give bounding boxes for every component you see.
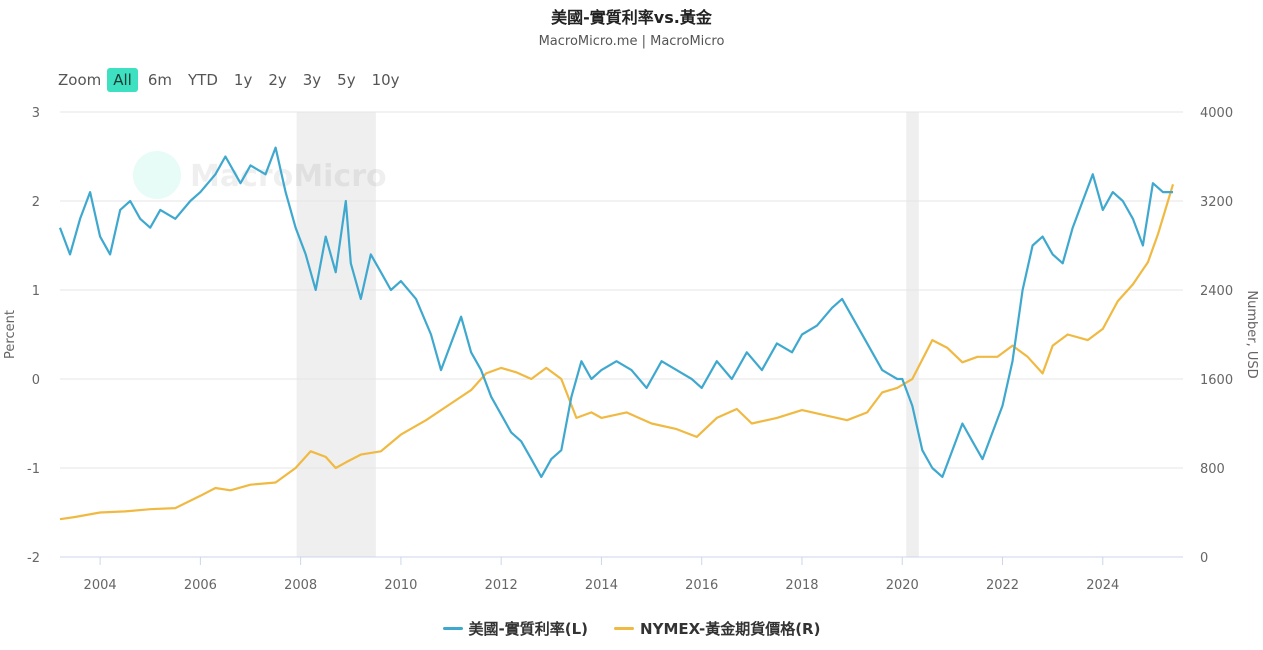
chart-subtitle: MacroMicro.me | MacroMicro <box>538 34 725 49</box>
x-tick-label: 2004 <box>84 578 117 593</box>
legend-item-gold[interactable]: NYMEX-黃金期貨價格(R) <box>614 618 820 639</box>
legend-label-gold: NYMEX-黃金期貨價格(R) <box>640 620 821 638</box>
left-tick-label: -2 <box>27 551 40 566</box>
left-tick-label: -1 <box>27 462 40 477</box>
right-axis-ticks: 4000 3200 2400 1600 800 0 <box>1200 106 1233 566</box>
right-tick-label: 1600 <box>1200 373 1233 388</box>
left-tick-label: 2 <box>32 195 40 210</box>
zoom-bar: Zoom All 6m YTD 1y 2y 3y 5y 10y <box>58 68 410 92</box>
left-tick-label: 1 <box>32 284 40 299</box>
zoom-button-10y[interactable]: 10y <box>371 71 400 89</box>
watermark-logo: MacroMicro <box>133 151 387 199</box>
recession-band-1 <box>906 112 919 557</box>
right-tick-label: 3200 <box>1200 195 1233 210</box>
series-lines <box>58 146 1175 521</box>
x-tick-label: 2018 <box>785 578 818 593</box>
zoom-button-2y[interactable]: 2y <box>268 71 287 89</box>
x-tick-label: 2022 <box>986 578 1019 593</box>
zoom-button-6m[interactable]: 6m <box>147 71 173 89</box>
legend-swatch-real-rate <box>442 627 463 630</box>
right-axis-title: Number, USD <box>1244 290 1259 378</box>
left-tick-label: 3 <box>32 106 40 121</box>
x-tick-label: 2008 <box>284 578 317 593</box>
zoom-button-1y[interactable]: 1y <box>233 71 253 89</box>
x-tick-label: 2016 <box>685 578 718 593</box>
legend-item-real-rate[interactable]: 美國-實質利率(L) <box>442 618 589 639</box>
zoom-label: Zoom <box>58 71 102 89</box>
legend-label-real-rate: 美國-實質利率(L) <box>468 620 589 638</box>
zoom-button-ytd[interactable]: YTD <box>188 71 218 89</box>
x-axis-ticks: 2004 2006 2008 2010 2012 2014 2016 2018 2020 2022… <box>84 557 1119 593</box>
right-tick-label: 2400 <box>1200 284 1233 299</box>
series-line-real-rate <box>58 146 1173 478</box>
right-tick-label: 4000 <box>1200 106 1233 121</box>
left-axis-title: Percent <box>3 310 18 359</box>
x-tick-label: 2014 <box>585 578 618 593</box>
series-line-gold <box>59 183 1175 521</box>
recession-band-0 <box>296 112 376 557</box>
x-tick-label: 2006 <box>184 578 217 593</box>
zoom-button-all[interactable]: All <box>107 68 138 92</box>
watermark-icon <box>133 151 181 199</box>
zoom-button-5y[interactable]: 5y <box>337 71 356 89</box>
left-tick-label: 0 <box>32 373 40 388</box>
right-tick-label: 800 <box>1200 462 1225 477</box>
gridlines <box>60 111 1183 469</box>
left-axis-ticks: 3 2 1 0 -1 -2 <box>27 106 40 566</box>
x-tick-label: 2020 <box>886 578 919 593</box>
zoom-button-3y[interactable]: 3y <box>302 71 322 89</box>
right-tick-label: 0 <box>1200 551 1208 566</box>
recession-bands <box>296 112 919 557</box>
x-tick-label: 2012 <box>485 578 518 593</box>
legend-swatch-gold <box>614 627 635 630</box>
x-tick-label: 2010 <box>384 578 417 593</box>
x-tick-label: 2024 <box>1086 578 1119 593</box>
watermark-text: MacroMicro <box>190 159 387 194</box>
chart-title: 美國-實質利率vs.黃金 <box>551 8 712 27</box>
legend: 美國-實質利率(L) NYMEX-黃金期貨價格(R) <box>0 618 1263 639</box>
